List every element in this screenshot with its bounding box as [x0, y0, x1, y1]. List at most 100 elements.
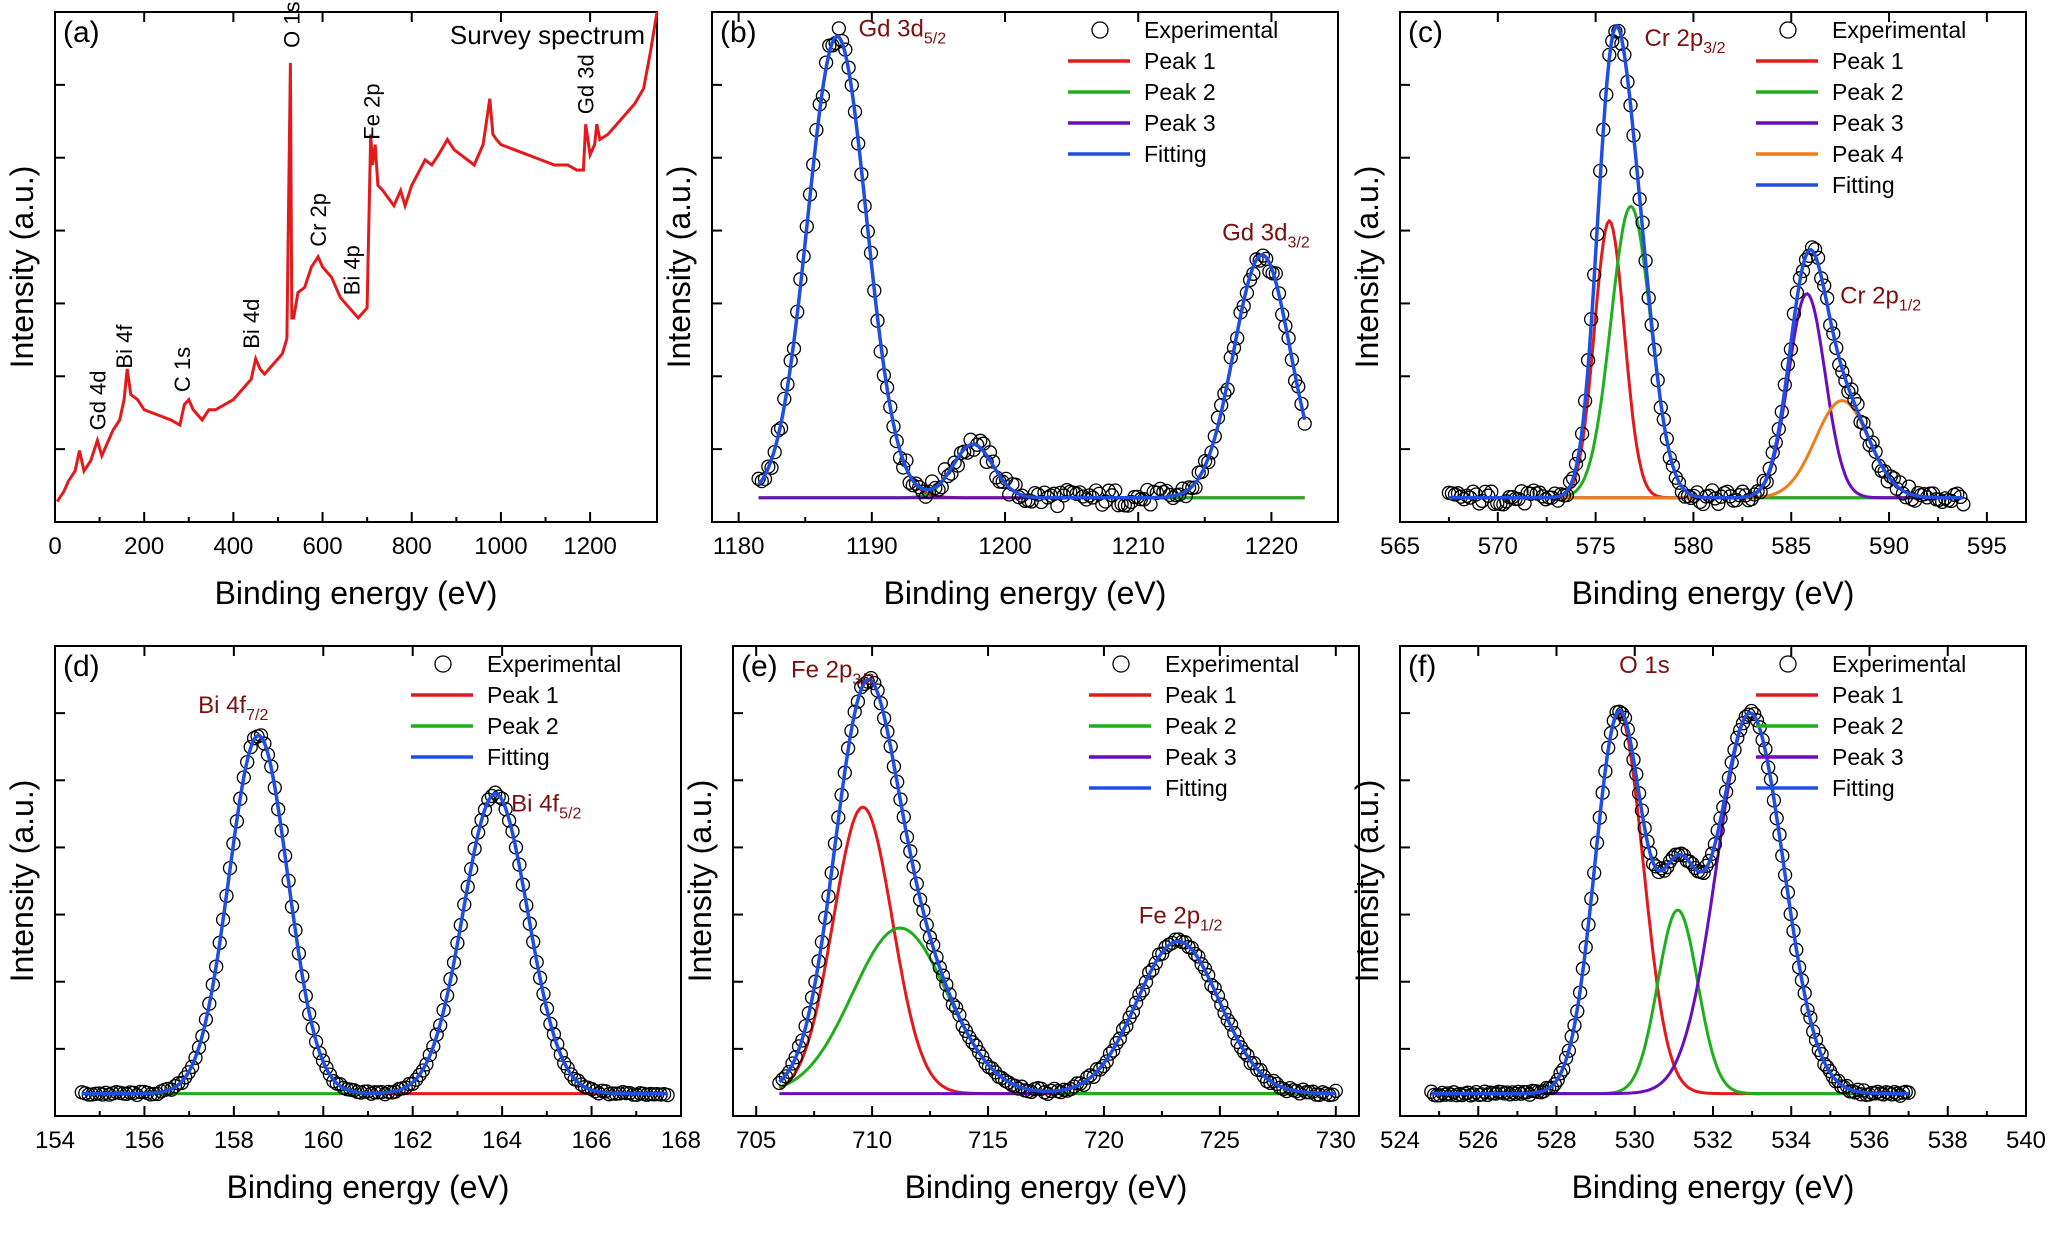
experimental-point [167, 1079, 183, 1094]
experimental-point [1135, 983, 1150, 998]
x-tick-label: 156 [124, 1127, 164, 1154]
x-tick-label: 575 [1576, 533, 1616, 560]
peak-label-main: Cr 2p [1840, 282, 1899, 309]
experimental-point [1142, 965, 1157, 980]
x-tick-label: 538 [1928, 1127, 1968, 1154]
x-tick-label: 164 [482, 1127, 522, 1154]
x-tick-label: 800 [392, 533, 432, 560]
experimental-point [1171, 932, 1186, 947]
peak-label: Gd 3d3/2 [1222, 219, 1310, 251]
peak-curve-1 [81, 734, 668, 1096]
experimental-point [1187, 946, 1203, 962]
x-tick-label: 715 [968, 1127, 1008, 1154]
experimental-point [1223, 1017, 1239, 1032]
experimental-point [1119, 1018, 1134, 1034]
experimental-point [477, 802, 493, 817]
x-tick-label: 590 [1869, 533, 1909, 560]
experimental-point [1194, 464, 1210, 479]
experimental-point [1747, 487, 1762, 502]
legend-marker-experimental [434, 655, 452, 673]
x-axis-title: Binding energy (eV) [1572, 1169, 1855, 1205]
experimental-point [1201, 968, 1216, 983]
y-axis-title: Intensity (a.u.) [4, 166, 40, 369]
plot-frame [54, 11, 658, 523]
experimental-point [867, 675, 882, 691]
legend-label: Experimental [487, 651, 621, 677]
experimental-point [831, 21, 847, 36]
experimental-point [1932, 492, 1947, 507]
experimental-point [1553, 1066, 1568, 1081]
experimental-point [315, 1053, 331, 1068]
peak-annotation: Gd 4d [85, 370, 110, 430]
experimental-point [1197, 961, 1213, 976]
y-axis-title: Intensity (a.u.) [1349, 780, 1385, 983]
legend-label: Peak 2 [487, 713, 559, 739]
peak-label-subscript: 3/2 [852, 671, 874, 688]
experimental-point [1079, 1070, 1095, 1085]
peak-label-subscript: 5/2 [924, 30, 946, 47]
legend-label: Peak 3 [1144, 110, 1216, 136]
peak-annotation: C 1s [170, 347, 195, 392]
experimental-point [1237, 1045, 1252, 1060]
experimental-point [184, 1059, 200, 1075]
peak-label-main: Fe 2p [1139, 903, 1200, 930]
experimental-point [257, 736, 272, 751]
experimental-point [782, 1064, 797, 1080]
experimental-point [1096, 1058, 1111, 1074]
legend-label: Peak 2 [1165, 713, 1237, 739]
legend-label: Fitting [1832, 172, 1895, 198]
panel-label: (c) [1408, 16, 1443, 49]
peak-label-main: Gd 3d [859, 15, 924, 42]
x-tick-label: 532 [1693, 1127, 1733, 1154]
legend-label: Peak 1 [1832, 48, 1904, 74]
experimental-point [1220, 1012, 1235, 1028]
x-tick-label: 720 [1084, 1127, 1124, 1154]
experimental-point [1702, 853, 1717, 869]
legend-label: Peak 4 [1832, 141, 1904, 167]
experimental-point [1671, 475, 1687, 490]
experimental-point [935, 968, 951, 983]
peak-label-subscript: 3/2 [1288, 234, 1310, 251]
experimental-point [952, 1007, 967, 1023]
experimental-point [412, 1067, 427, 1083]
fitting-curve [1431, 708, 1909, 1096]
experimental-point [419, 1057, 434, 1072]
experimental-point [188, 1050, 203, 1065]
peak-annotation: O 1s [279, 1, 304, 47]
peak-label: Cr 2p1/2 [1840, 282, 1921, 314]
peak-curve-2 [1448, 204, 1964, 500]
experimental-point [322, 1067, 338, 1082]
experimental-point [788, 1050, 803, 1065]
x-tick-label: 1200 [978, 533, 1031, 560]
x-tick-label: 530 [1615, 1127, 1655, 1154]
experimental-point [860, 674, 875, 689]
experimental-point [312, 1045, 327, 1061]
experimental-point [751, 471, 766, 486]
peak-curve-3 [1431, 711, 1909, 1096]
experimental-point [754, 473, 769, 489]
x-tick-label: 400 [213, 533, 253, 560]
peak-curve-2 [81, 792, 668, 1096]
panel-c: 565 570 575 580 585 590 595 Binding energy (eV)… [1349, 11, 2027, 611]
legend-label: Peak 2 [1832, 713, 1904, 739]
experimental-point [319, 1060, 334, 1075]
legend-label: Peak 1 [1165, 682, 1237, 708]
experimental-point [1808, 1032, 1824, 1048]
experimental-point [1138, 974, 1154, 990]
peak-curve-1 [1431, 711, 1909, 1096]
peak-label: O 1s [1619, 652, 1670, 679]
peak-label-subscript: 1/2 [1899, 297, 1921, 314]
x-tick-label: 1220 [1245, 533, 1298, 560]
experimental-point [1066, 1079, 1082, 1094]
legend: Experimental Peak 1 Peak 2 Peak 3 Fitting [1756, 651, 1966, 801]
peak-label-main: Fe 2p [791, 656, 852, 683]
x-tick-label: 570 [1478, 533, 1518, 560]
peak-label-subscript: 7/2 [246, 707, 268, 724]
experimental-point [932, 960, 947, 975]
x-tick-label: 168 [661, 1127, 701, 1154]
experimental-point [1079, 492, 1094, 507]
experimental-point [1194, 957, 1209, 972]
experimental-point [968, 1038, 983, 1053]
experimental-point [1950, 486, 1965, 501]
x-tick-label: 1200 [563, 533, 616, 560]
